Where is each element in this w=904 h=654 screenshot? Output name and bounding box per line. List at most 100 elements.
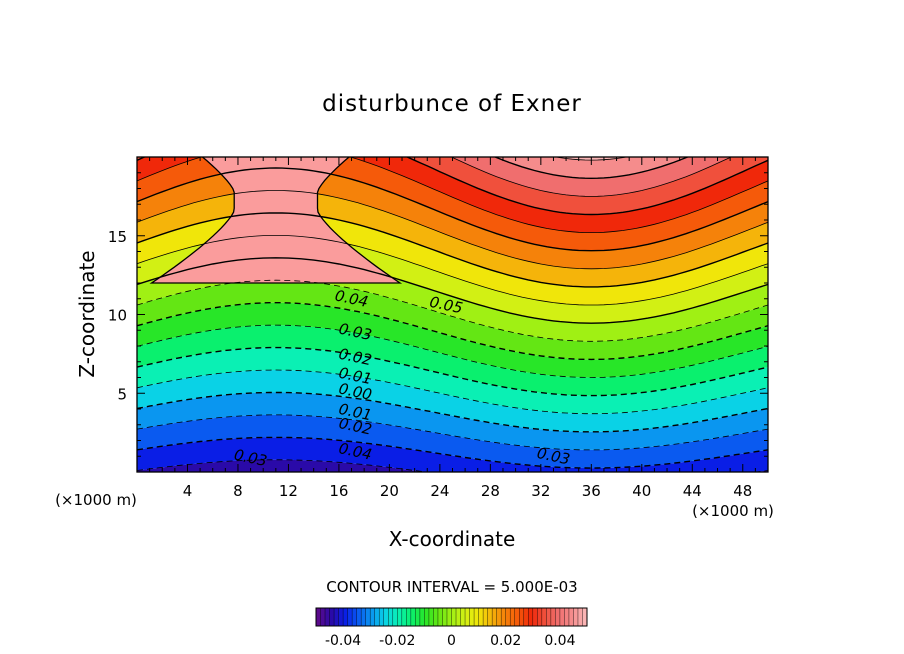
x-unit-left: (×1000 m) (55, 491, 137, 509)
contour-line (137, 346, 768, 397)
colorbar-swatch (496, 608, 502, 626)
colorbar-swatch (465, 608, 470, 626)
colorbar-swatch (356, 608, 362, 626)
upper-plume-edge (149, 157, 403, 284)
contour-line (137, 391, 768, 433)
contour-line (137, 190, 768, 270)
colorbar-swatch (505, 608, 511, 626)
chart-title: disturbunce of Exner (322, 91, 582, 117)
colorbar-swatch (383, 608, 389, 626)
contour-line (137, 235, 768, 306)
contour-band (137, 414, 768, 469)
x-tick-label: 12 (279, 482, 298, 500)
contour-line (137, 157, 768, 234)
contour-line (137, 167, 768, 252)
colorbar-swatch (406, 608, 412, 626)
colorbar-swatch (474, 608, 479, 626)
colorbar-swatch (325, 608, 330, 626)
contour-band (137, 190, 768, 287)
x-tick-label: 4 (183, 482, 193, 500)
colorbar-swatch (365, 608, 371, 626)
colorbar-swatch (541, 608, 547, 626)
colorbar-swatch (442, 608, 448, 626)
contour-line (137, 33, 768, 142)
colorbar-swatch (492, 608, 497, 626)
colorbar-swatch (523, 608, 529, 626)
contour-fills (137, 157, 768, 504)
contour-band (137, 459, 768, 472)
colorbar-swatch (546, 608, 552, 626)
contour-line (137, 302, 768, 361)
upper-plume (151, 157, 400, 283)
x-tick-label: 32 (531, 482, 550, 500)
colorbar-swatch (510, 608, 516, 626)
colorbar-swatch (397, 608, 403, 626)
contour-band (137, 325, 768, 396)
colorbar-swatch (487, 608, 493, 626)
colorbar-swatch (514, 608, 520, 626)
x-unit-right: (×1000 m) (692, 502, 774, 520)
colorbar-frame (315, 607, 588, 627)
colorbar-swatch (424, 608, 430, 626)
colorbar-swatch (564, 608, 570, 626)
colorbar-swatch (437, 608, 443, 626)
colorbar-swatch (483, 608, 488, 626)
contour-line (137, 369, 768, 415)
contour-band (137, 370, 768, 432)
colorbar-swatch (370, 608, 376, 626)
colorbar-swatch (478, 608, 484, 626)
contour-line (137, 436, 768, 469)
x-tick-label: 16 (329, 482, 348, 500)
contour-band (137, 302, 768, 378)
colorbar-tick-label: 0 (447, 633, 456, 649)
colorbar-swatch (316, 608, 321, 626)
colorbar-swatch (329, 608, 335, 626)
colorbar-tick-label: 0.02 (490, 633, 521, 649)
colorbar-swatch (338, 608, 344, 626)
colorbar-swatch (401, 608, 407, 626)
colorbar-swatch (320, 608, 326, 626)
colorbar-swatch (577, 608, 583, 626)
contour-labels: 0.04 0.050.030.020.010.000.010.020.040.03… (232, 286, 571, 470)
colorbar-swatch (519, 608, 525, 626)
colorbar-swatch (347, 608, 353, 626)
colorbar-swatch (392, 608, 398, 626)
colorbar-swatch (419, 608, 425, 626)
contour-band (137, 437, 768, 472)
colorbar-swatch (446, 608, 452, 626)
colorbar-swatch (469, 608, 475, 626)
colorbar-swatch (374, 608, 380, 626)
contour-line (493, 157, 690, 180)
y-tick-label: 10 (108, 307, 127, 325)
x-axis-ticks: 4 8 12 16 20 24 28 32 36 40 44 48 (149, 157, 756, 500)
colorbar-swatch (379, 608, 385, 626)
colorbar-swatch (410, 608, 416, 626)
colorbar-swatch (433, 608, 439, 626)
colorbar-tick-label: -0.02 (379, 633, 415, 649)
colorbar-tick-label: -0.04 (325, 633, 361, 649)
colorbar (315, 608, 588, 626)
contour-band (137, 157, 768, 215)
x-tick-label: 36 (582, 482, 601, 500)
contour-band (137, 157, 768, 251)
x-tick-label: 24 (430, 482, 449, 500)
x-tick-label: 48 (733, 482, 752, 500)
colorbar-swatch (352, 608, 357, 626)
colorbar-tick-label: 0.04 (544, 633, 575, 649)
contour-line (137, 257, 768, 324)
contour-band (137, 157, 768, 233)
x-tick-label: 40 (632, 482, 651, 500)
x-tick-label: 8 (233, 482, 243, 500)
colorbar-swatch (573, 608, 579, 626)
colorbar-swatch (559, 608, 565, 626)
colorbar-swatch (555, 608, 561, 626)
contour-line (137, 459, 768, 472)
contour-band (137, 482, 768, 504)
y-axis-label: Z-coordinate (75, 250, 99, 377)
colorbar-swatch (532, 608, 538, 626)
colorbar-swatch (388, 608, 394, 626)
y-axis-ticks: 5 10 15 (108, 172, 768, 457)
contour-lines (137, 33, 768, 472)
contour-band (137, 347, 768, 414)
contour-interval-text: CONTOUR INTERVAL = 5.000E-03 (326, 578, 577, 596)
